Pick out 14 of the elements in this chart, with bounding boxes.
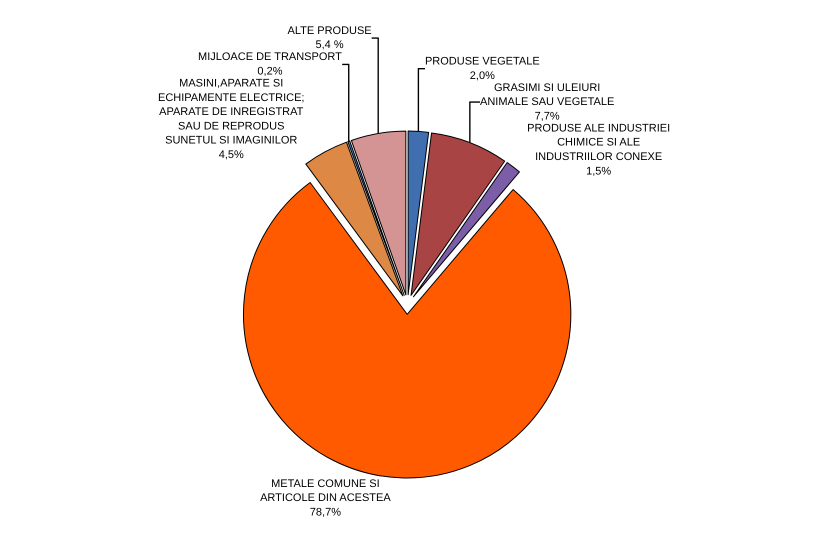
slice-label: ALTE PRODUSE — [287, 24, 372, 37]
slice-label: GRASIMI SI ULEIURI ANIMALE SAU VEGETALE — [480, 82, 614, 108]
slice-label: MASINI,APARATE SI ECHIPAMENTE ELECTRICE; APARATE DE INREGISTRAT SAU DE REPRODUS SUNETUL SI IMAGINILOR — [158, 78, 304, 147]
data-label: 78,7% — [310, 506, 342, 518]
slice-label: PRODUSE ALE INDUSTRIEI CHIMICE SI ALE INDUSTRIILOR CONEXE — [527, 122, 670, 164]
slice-label: METALE COMUNE SI ARTICOLE DIN ACESTEA — [260, 478, 392, 504]
slice-label: PRODUSE VEGETALE — [424, 56, 540, 68]
data-label: 5,4 % — [315, 39, 344, 52]
data-label: 7,7% — [534, 110, 560, 122]
data-label: 0,2% — [257, 66, 283, 78]
data-label: 4,5% — [218, 149, 244, 162]
data-label: 1,5% — [586, 165, 612, 178]
slice-label: MIJLOACE DE TRANSPORT — [198, 51, 342, 64]
data-label: 2,0% — [470, 70, 496, 82]
